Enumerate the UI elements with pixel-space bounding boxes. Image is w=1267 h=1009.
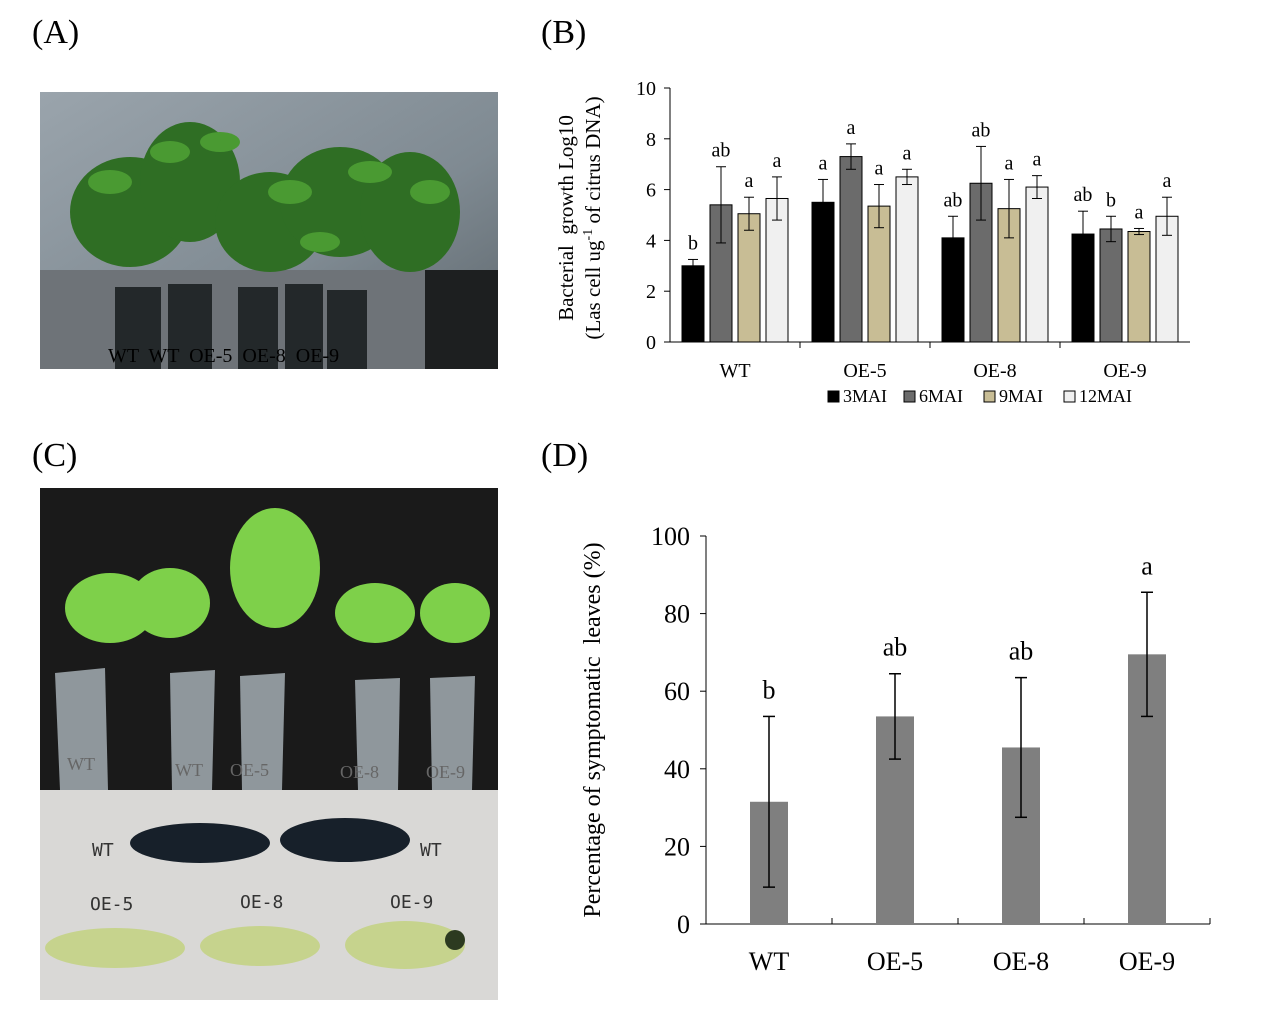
- d-ytick-label-80: 80: [664, 600, 690, 629]
- b-category-oe-9: OE-9: [1103, 360, 1146, 382]
- b-ytick-label-0: 0: [646, 332, 656, 354]
- b-ytick-label-4: 4: [646, 230, 656, 252]
- b-letter-3mai-oe-5: a: [819, 152, 828, 174]
- b-letter-12mai-oe-8: a: [1033, 149, 1042, 171]
- leaf-label-wt-1: WT: [92, 840, 114, 861]
- b-letter-3mai-oe-8: ab: [944, 189, 963, 211]
- d-ytick-label-40: 40: [664, 755, 690, 784]
- d-letter-oe-5: ab: [883, 633, 908, 662]
- b-bar-3mai-wt: [681, 265, 705, 343]
- chart-b-bacterial-growth: 0 2 4 6 8 10 WT b ab a a OE-5 a a a a OE-8 ab ab a a OE-9 ab b a…: [540, 70, 1260, 430]
- panel-label-c: (C): [32, 437, 78, 474]
- pot-label-oe5: OE-5: [230, 760, 269, 780]
- b-letter-6mai-oe-9: b: [1106, 189, 1116, 211]
- b-legend-label-3mai: 3MAI: [843, 386, 887, 406]
- b-ytick-label-8: 8: [646, 129, 656, 151]
- b-ytick-label-6: 6: [646, 180, 656, 202]
- b-ylabel-line2-b: of citrus DNA): [581, 96, 605, 228]
- b-letter-9mai-wt: a: [745, 170, 754, 192]
- b-legend-label-12mai: 12MAI: [1079, 386, 1132, 406]
- b-letter-9mai-oe-8: a: [1005, 152, 1014, 174]
- d-letter-oe-9: a: [1141, 551, 1153, 580]
- b-ylabel-line2: (Las cell ug-1 of citrus DNA): [581, 96, 605, 339]
- b-letter-12mai-wt: a: [773, 150, 782, 172]
- b-letter-9mai-oe-5: a: [875, 158, 884, 180]
- b-category-oe-5: OE-5: [843, 360, 886, 382]
- b-letter-6mai-oe-5: a: [847, 117, 856, 139]
- b-letter-3mai-oe-9: ab: [1074, 184, 1093, 206]
- b-legend-label-9mai: 9MAI: [999, 386, 1043, 406]
- b-letter-12mai-oe-9: a: [1163, 170, 1172, 192]
- b-bar-9mai-oe-9: [1127, 231, 1151, 343]
- photo-a-labels: WT WT OE-5 OE-8 OE-9: [108, 345, 339, 367]
- b-letter-6mai-wt: ab: [712, 140, 731, 162]
- leaf-label-oe5: OE-5: [90, 894, 133, 915]
- b-bar-6mai-oe-9: [1099, 228, 1123, 343]
- b-letter-12mai-oe-5: a: [903, 142, 912, 164]
- leaf-label-wt-2: WT: [420, 840, 442, 861]
- b-legend-swatch-12mai: [1063, 390, 1076, 403]
- d-ytick-label-100: 100: [651, 522, 690, 551]
- d-ylabel-group: Percentage of symptomatic leaves (%): [580, 542, 606, 917]
- d-letter-oe-8: ab: [1009, 637, 1034, 666]
- b-bar-12mai-oe-5: [895, 176, 919, 343]
- d-category-oe-5: OE-5: [867, 947, 923, 976]
- d-ylabel: Percentage of symptomatic leaves (%): [580, 542, 606, 917]
- b-bar-12mai-oe-8: [1025, 186, 1049, 343]
- b-ylabel-line2-a: (Las cell ug: [581, 240, 605, 340]
- b-ylabel: Bacterial growth Log10 (Las cell ug-1 of …: [554, 96, 605, 339]
- b-ytick-label-2: 2: [646, 281, 656, 303]
- b-legend-swatch-9mai: [983, 390, 996, 403]
- pot-label-wt-2: WT: [175, 760, 203, 780]
- b-ytick-label-10: 10: [636, 78, 656, 100]
- pot-label-wt-1: WT: [67, 754, 95, 774]
- d-category-oe-8: OE-8: [993, 947, 1049, 976]
- b-ylabel-line1: Bacterial growth Log10: [554, 115, 578, 321]
- b-legend-label-6mai: 6MAI: [919, 386, 963, 406]
- d-ytick-label-0: 0: [677, 910, 690, 939]
- panel-label-b: (B): [541, 14, 587, 51]
- d-letter-wt: b: [763, 675, 776, 704]
- panel-label-a: (A): [32, 14, 80, 51]
- b-letter-6mai-oe-8: ab: [972, 119, 991, 141]
- photo-c-plants-and-leaves: WT WT OE-5 OE-8 OE-9 WT WT OE-5 OE-8 OE-…: [40, 488, 498, 1000]
- b-legend-swatch-6mai: [903, 390, 916, 403]
- d-ytick-label-20: 20: [664, 832, 690, 861]
- pot-label-oe8: OE-8: [340, 762, 379, 782]
- b-category-wt: WT: [719, 360, 750, 382]
- photo-a-seedlings: WT WT OE-5 OE-8 OE-9: [40, 92, 498, 369]
- b-legend-swatch-3mai: [827, 390, 840, 403]
- b-ylabel-line2-sup: -1: [581, 229, 596, 241]
- d-ytick-label-60: 60: [664, 677, 690, 706]
- pot-label-oe9: OE-9: [426, 762, 465, 782]
- b-letter-3mai-wt: b: [688, 232, 698, 254]
- d-category-wt: WT: [749, 947, 790, 976]
- d-category-oe-9: OE-9: [1119, 947, 1175, 976]
- b-letter-9mai-oe-9: a: [1135, 201, 1144, 223]
- b-bar-9mai-wt: [737, 213, 761, 343]
- leaf-label-oe8: OE-8: [240, 892, 283, 913]
- b-bar-6mai-oe-5: [839, 156, 863, 343]
- chart-d-symptomatic-leaves: 0 20 40 60 80 100 b WT ab OE-5 ab OE-8 a OE-9 Percenta…: [540, 500, 1260, 1000]
- leaf-label-oe9: OE-9: [390, 892, 433, 913]
- panel-label-d: (D): [541, 437, 589, 474]
- b-category-oe-8: OE-8: [973, 360, 1016, 382]
